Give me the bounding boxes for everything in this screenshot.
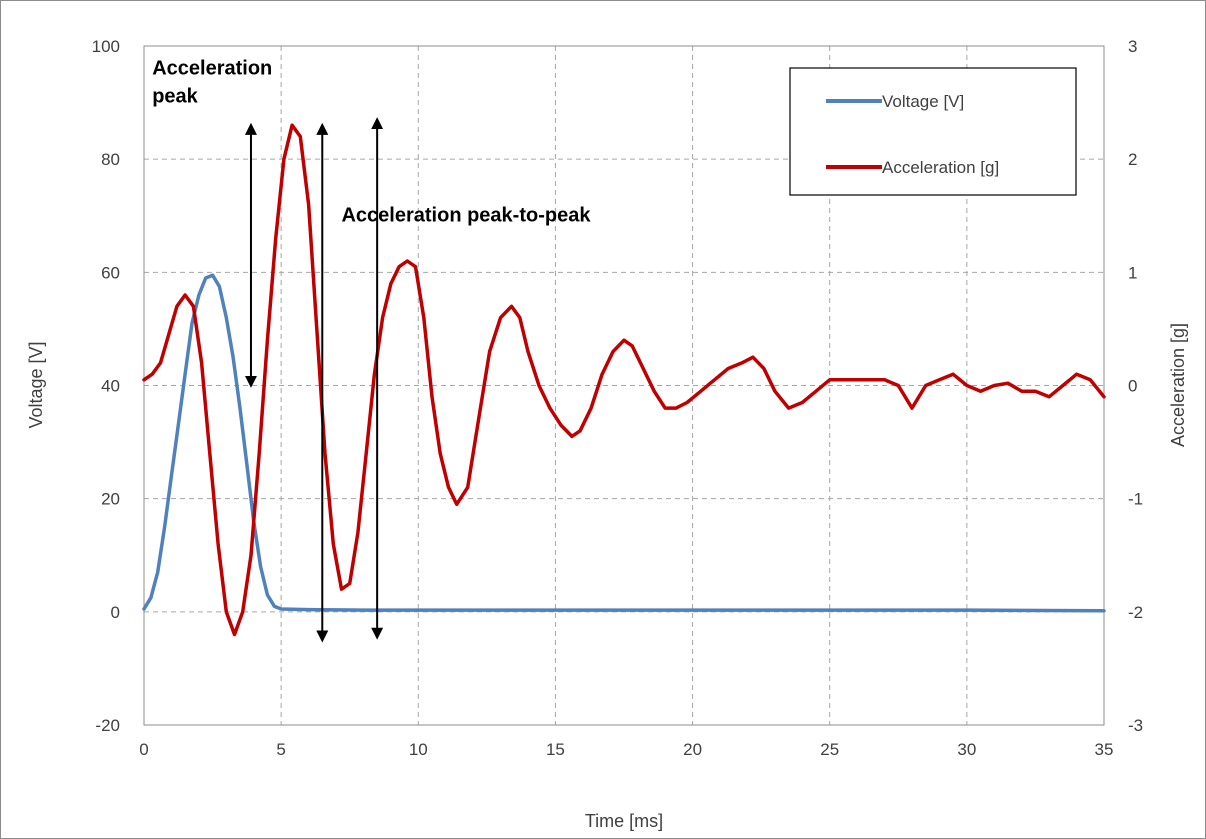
left-y-tick-label: 60: [101, 263, 120, 282]
left-y-tick-label: 0: [111, 603, 120, 622]
annotation-text: peak: [152, 86, 198, 108]
annotations: Acceleration peak Acceleration peak-to-pea…: [152, 57, 591, 226]
tick-labels: 0 5 10 15 20 25 30 35 -20 0 20 40 60 80 100 -3 -2 -1 0 1 2 3: [92, 37, 1144, 759]
x-tick-label: 10: [409, 740, 428, 759]
legend: Voltage [V] Acceleration [g]: [789, 67, 1077, 196]
x-axis-title: Time [ms]: [585, 811, 663, 831]
x-tick-label: 20: [683, 740, 702, 759]
series-lines: [142, 123, 1106, 637]
left-y-tick-label: 80: [101, 150, 120, 169]
x-tick-label: 5: [276, 740, 285, 759]
x-tick-label: 35: [1095, 740, 1114, 759]
right-y-tick-label: -3: [1128, 716, 1143, 735]
plot-area-border: [143, 45, 1105, 726]
annotation-arrows: [244, 117, 384, 643]
left-y-tick-label: 20: [101, 490, 120, 509]
left-y-tick-label: 100: [92, 37, 120, 56]
series-line-0: [142, 273, 1106, 613]
legend-box: [789, 67, 1077, 196]
left-y-tick-label: -20: [95, 716, 120, 735]
left-y-tick-label: 40: [101, 377, 120, 396]
right-axis-title: Acceleration [g]: [1168, 323, 1188, 447]
right-y-tick-label: -1: [1128, 490, 1143, 509]
annotation-text: Acceleration: [152, 57, 272, 79]
x-tick-label: 30: [957, 740, 976, 759]
x-tick-label: 25: [820, 740, 839, 759]
legend-label-acceleration: Acceleration [g]: [882, 158, 999, 177]
x-tick-label: 0: [139, 740, 148, 759]
right-y-tick-label: 0: [1128, 377, 1137, 396]
right-y-tick-label: 2: [1128, 150, 1137, 169]
x-tick-label: 15: [546, 740, 565, 759]
annotation-text: Acceleration peak-to-peak: [341, 204, 591, 226]
series-line-1: [142, 123, 1106, 637]
legend-label-voltage: Voltage [V]: [882, 92, 964, 111]
right-y-tick-label: 1: [1128, 263, 1137, 282]
left-axis-title: Voltage [V]: [26, 341, 46, 428]
right-y-tick-label: -2: [1128, 603, 1143, 622]
right-y-tick-label: 3: [1128, 37, 1137, 56]
